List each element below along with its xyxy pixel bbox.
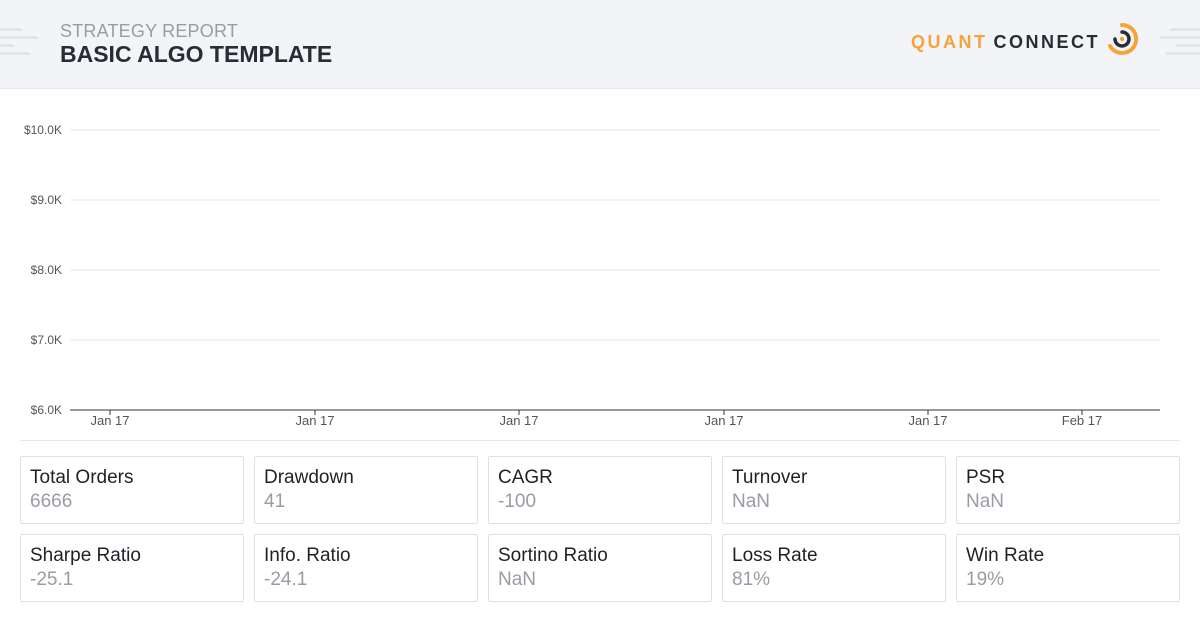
y-tick-label: $6.0K	[31, 403, 62, 417]
stat-card: Loss Rate 81%	[722, 534, 946, 602]
stat-value: 6666	[30, 491, 73, 512]
stat-label: CAGR	[498, 467, 553, 488]
stat-label: Sharpe Ratio	[30, 545, 141, 566]
stat-value: NaN	[966, 491, 1005, 512]
stat-value: 41	[264, 491, 286, 512]
equity-chart: $10.0K $9.0K $8.0K $7.0K $6.0K Jan 17 Jan 17 Ja…	[0, 90, 1200, 440]
stat-card: Turnover NaN	[722, 456, 946, 524]
y-tick-label: $9.0K	[31, 193, 62, 207]
stat-card: Total Orders 6666	[20, 456, 244, 524]
section-divider	[20, 440, 1180, 441]
stat-label: Info. Ratio	[264, 545, 351, 566]
report-title: BASIC ALGO TEMPLATE	[60, 41, 333, 67]
stat-card: Sharpe Ratio -25.1	[20, 534, 244, 602]
stat-card: CAGR -100	[488, 456, 712, 524]
x-tick-label: Jan 17	[295, 413, 334, 428]
y-tick-label: $7.0K	[31, 333, 62, 347]
stat-card: Drawdown 41	[254, 456, 478, 524]
quantconnect-logo: QUANT CONNECT	[911, 22, 1140, 60]
stat-label: Loss Rate	[732, 545, 818, 566]
report-header: STRATEGY REPORT BASIC ALGO TEMPLATE QUAN…	[0, 0, 1200, 89]
stat-label: Drawdown	[264, 467, 354, 488]
stat-label: Sortino Ratio	[498, 545, 608, 566]
header-decoration-right	[1160, 28, 1200, 68]
stat-value: NaN	[498, 569, 537, 590]
x-tick-label: Feb 17	[1062, 413, 1102, 428]
stat-card: Info. Ratio -24.1	[254, 534, 478, 602]
y-tick-label: $8.0K	[31, 263, 62, 277]
x-tick-label: Jan 17	[90, 413, 129, 428]
stat-card: Win Rate 19%	[956, 534, 1180, 602]
x-tick-label: Jan 17	[704, 413, 743, 428]
logo-text-quant: QUANT	[911, 31, 988, 52]
y-tick-label: $10.0K	[24, 123, 62, 137]
stat-card: Sortino Ratio NaN	[488, 534, 712, 602]
stat-value: 81%	[732, 569, 771, 590]
stat-label: Turnover	[732, 467, 808, 488]
stat-label: Total Orders	[30, 467, 134, 488]
stat-value: -25.1	[30, 569, 74, 590]
x-tick-label: Jan 17	[499, 413, 538, 428]
logo-ring-icon	[1108, 22, 1139, 55]
stat-label: Win Rate	[966, 545, 1045, 566]
stat-value: NaN	[732, 491, 771, 512]
stat-value: -100	[498, 491, 537, 512]
stat-value: -24.1	[264, 569, 308, 590]
x-tick-label: Jan 17	[908, 413, 947, 428]
stat-value: 19%	[966, 569, 1005, 590]
stat-card: PSR NaN	[956, 456, 1180, 524]
equity-chart-svg: $10.0K $9.0K $8.0K $7.0K $6.0K Jan 17 Jan 17 Ja…	[24, 123, 1160, 428]
logo-text-connect: CONNECT	[993, 31, 1100, 52]
stat-label: PSR	[966, 467, 1006, 488]
report-subtitle: STRATEGY REPORT	[60, 21, 239, 41]
